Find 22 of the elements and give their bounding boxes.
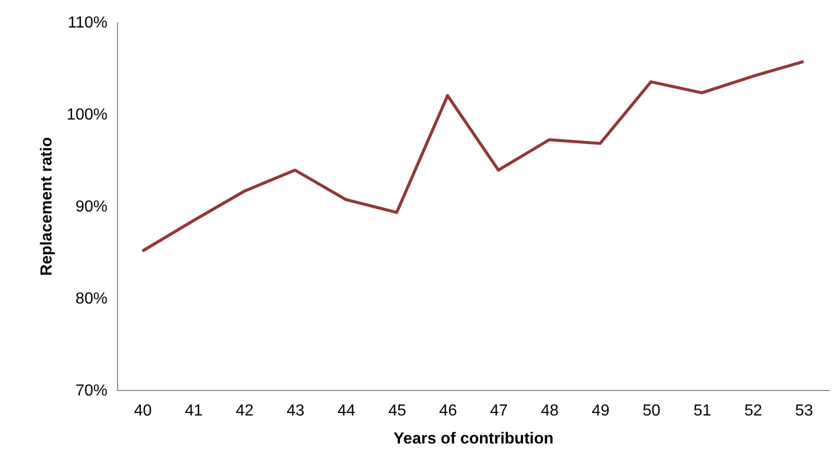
x-tick-label: 40 bbox=[134, 402, 152, 420]
x-tick-label: 51 bbox=[693, 402, 712, 420]
x-tick-label: 41 bbox=[184, 402, 203, 420]
x-tick-label: 49 bbox=[592, 402, 610, 420]
x-tick-label: 50 bbox=[642, 402, 660, 420]
y-tick-label: 90% bbox=[75, 198, 108, 216]
y-tick-label: 110% bbox=[68, 14, 108, 32]
y-tick-label: 70% bbox=[75, 382, 108, 400]
y-axis-title: Replacement ratio bbox=[38, 136, 56, 276]
x-tick-label: 43 bbox=[286, 402, 304, 420]
x-tick-label: 48 bbox=[540, 402, 559, 420]
x-tick-label: 45 bbox=[388, 402, 406, 420]
x-tick-label: 53 bbox=[795, 402, 814, 420]
line-series bbox=[140, 60, 806, 253]
x-tick-label: 42 bbox=[236, 402, 254, 420]
y-tick-label: 80% bbox=[75, 290, 108, 308]
x-tick-label: 52 bbox=[744, 402, 762, 420]
x-axis-title: Years of contribution bbox=[393, 430, 554, 448]
x-tick-label: 46 bbox=[439, 402, 458, 420]
x-tick-label: 44 bbox=[337, 402, 356, 420]
y-tick-label: 100% bbox=[66, 106, 108, 124]
x-tick-label: 47 bbox=[490, 402, 508, 420]
